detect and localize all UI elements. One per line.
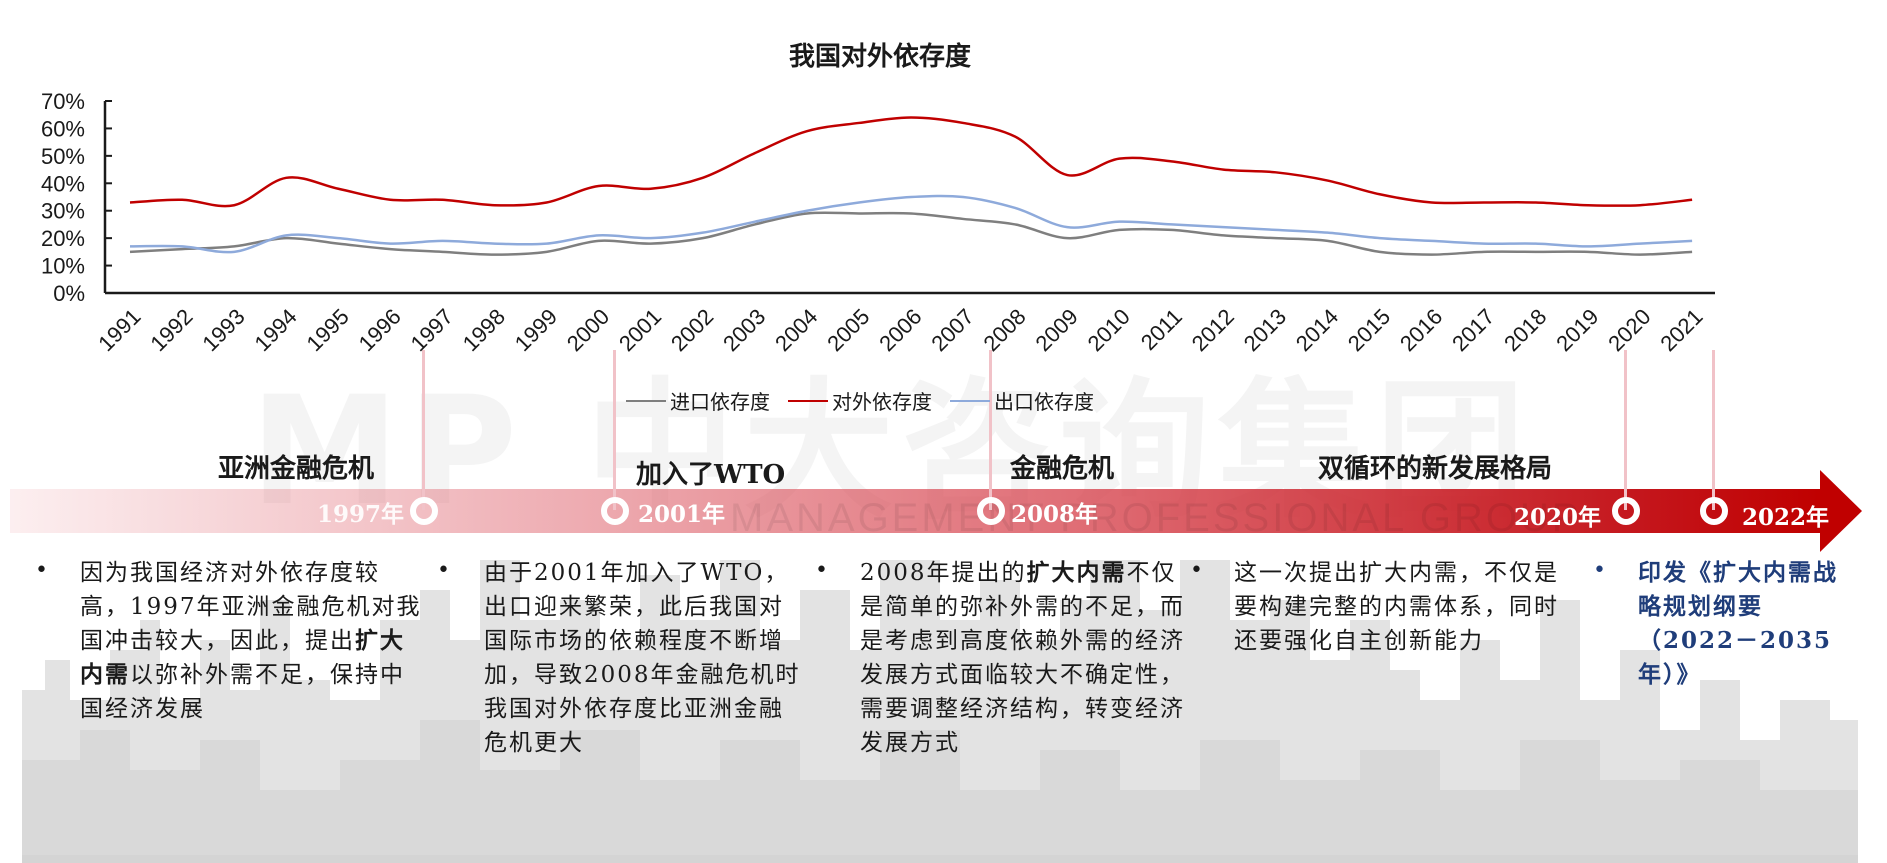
x-tick-label: 2013 [1239,304,1291,356]
x-tick-label: 2009 [1031,304,1083,356]
note-1997: 因为我国经济对外依存度较高，1997年亚洲金融危机对我国冲击较大，因此，提出扩大… [80,556,425,726]
legend-item-total: 对外依存度 [788,386,932,415]
connector-line-2022 [1712,350,1715,510]
x-tick-label: 1999 [510,304,562,356]
legend-label-export: 出口依存度 [994,390,1094,414]
legend-item-import: 进口依存度 [626,386,770,415]
series-line-total [129,116,1693,208]
note-2022: 印发《扩大内需战略规划纲要（2022－2035年）》 [1638,556,1838,692]
watermark-subtitle: MANAGEMENT PROFESSIONAL GROUP [730,496,1582,540]
y-tick-label: 0% [53,281,85,306]
note-2020-text: 这一次提出扩大内需，不仅是要构建完整的内需体系，同时还要强化自主创新能力 [1234,560,1559,654]
timeline-marker-2020[interactable] [1612,497,1640,525]
note-2008-emphasis: 扩大内需 [1026,559,1127,586]
x-tick-label: 2017 [1447,304,1499,356]
y-tick-label: 30% [41,199,85,224]
year-label-2001: 2001年 [638,501,726,528]
x-tick-label: 2002 [666,304,718,356]
legend-swatch-export [950,399,990,402]
note-bullet-1: • [35,558,48,583]
x-tick-label: 2014 [1291,304,1343,356]
timeline-arrow-head-icon [1820,470,1862,552]
note-bullet-4: • [1190,558,1203,583]
x-tick-label: 2011 [1136,304,1187,355]
legend-swatch-import [626,399,666,402]
x-tick-label: 1998 [458,304,510,356]
x-tick-label: 2012 [1187,304,1239,356]
x-tick-label: 2006 [874,304,926,356]
note-bullet-3: • [815,558,828,583]
legend-swatch-total [788,399,828,402]
note-bullet-2: • [437,558,450,583]
x-tick-label: 2015 [1343,304,1395,356]
timeline-marker-1997[interactable] [410,497,438,525]
x-tick-label: 2021 [1655,304,1707,356]
note-2008: 2008年提出的扩大内需不仅是简单的弥补外需的不足，而是考虑到高度依赖外需的经济… [860,556,1185,760]
event-title-2001: 加入了WTO [636,460,786,490]
note-1997-text-a: 因为我国经济对外依存度较高，1997年亚洲金融危机对我国冲击较大，因此，提出 [80,560,422,654]
x-tick-label: 2005 [822,304,874,356]
year-label-2022: 2022年 [1742,504,1830,531]
y-tick-label: 40% [41,171,85,196]
note-2001-text: 由于2001年加入了WTO，出口迎来繁荣，此后我国对国际市场的依赖程度不断增加，… [484,560,801,756]
x-tick-label: 2001 [614,304,666,356]
x-tick-label: 1991 [93,304,145,356]
chart-title: 我国对外依存度 [788,42,971,72]
legend-label-import: 进口依存度 [670,390,770,414]
connector-line-2001 [613,350,616,510]
chart-legend: 进口依存度 对外依存度 出口依存度 [626,386,1094,415]
x-tick-label: 2010 [1083,304,1135,356]
note-2020: 这一次提出扩大内需，不仅是要构建完整的内需体系，同时还要强化自主创新能力 [1234,556,1579,658]
series-line-export [129,194,1693,254]
x-tick-label: 2007 [926,304,978,356]
y-tick-label: 60% [41,116,85,141]
x-tick-label: 1996 [354,304,406,356]
event-title-2008: 金融危机 [1010,454,1115,484]
x-tick-label: 2003 [718,304,770,356]
x-tick-label: 1992 [145,304,197,356]
x-tick-label: 2008 [978,304,1030,356]
legend-label-total: 对外依存度 [832,390,932,414]
note-2022-text: 印发《扩大内需战略规划纲要（2022－2035年）》 [1638,559,1838,688]
year-label-2008: 2008年 [1011,501,1099,528]
legend-item-export: 出口依存度 [950,386,1094,415]
x-tick-label: 2000 [562,304,614,356]
x-tick-label: 2019 [1551,304,1603,356]
timeline-ribbon [10,489,1820,533]
year-label-2020: 2020年 [1514,504,1602,531]
x-tick-label: 2004 [770,304,822,356]
connector-line-2020 [1624,350,1627,510]
y-tick-label: 50% [41,144,85,169]
line-chart: 0%10%20%30%40%50%60%70%1991 1992 1993 1994 1… [41,89,1715,356]
x-tick-label: 1997 [406,304,458,356]
note-bullet-5: • [1593,558,1606,583]
x-tick-label: 1994 [249,304,301,356]
note-2001: 由于2001年加入了WTO，出口迎来繁荣，此后我国对国际市场的依赖程度不断增加，… [484,556,804,760]
event-title-2020: 双循环的新发展格局 [1318,454,1553,484]
y-tick-label: 10% [41,254,85,279]
note-1997-emphasis: 扩大内需 [80,627,405,688]
x-tick-label: 1995 [302,304,354,356]
y-tick-label: 70% [41,89,85,114]
x-tick-label: 2020 [1603,304,1655,356]
x-tick-label: 1993 [197,304,249,356]
y-tick-label: 20% [41,226,85,251]
note-2008-text-a: 2008年提出的 [860,560,1027,586]
timeline-marker-2022[interactable] [1700,497,1728,525]
note-2008-text-b: 不仅是简单的弥补外需的不足，而是考虑到高度依赖外需的经济发展方式面临较大不确定性… [860,560,1185,756]
event-title-1997: 亚洲金融危机 [218,454,375,484]
timeline-marker-2008[interactable] [977,497,1005,525]
x-tick-label: 2016 [1395,304,1447,356]
connector-line-1997 [422,350,425,510]
timeline-marker-2001[interactable] [601,497,629,525]
x-tick-label: 2018 [1499,304,1551,356]
note-1997-text-b: 以弥补外需不足，保持中国经济发展 [80,662,405,722]
connector-line-2008 [989,350,992,510]
series-line-import [129,211,1693,256]
year-label-1997: 1997年 [317,501,405,528]
